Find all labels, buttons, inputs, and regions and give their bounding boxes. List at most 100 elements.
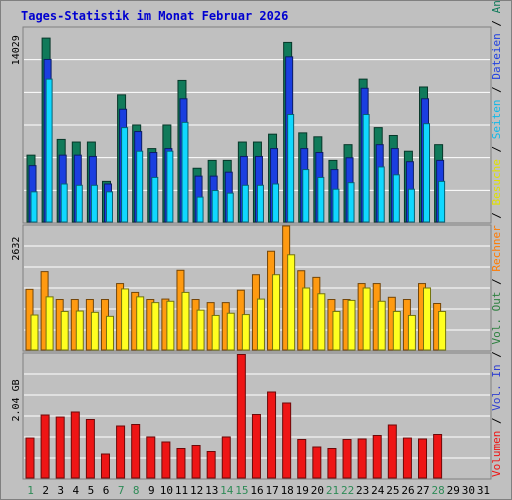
bar-volume-volumen-day-24: [372, 435, 382, 479]
bar-volume-volumen-day-11: [176, 448, 186, 479]
bar-visits-besuche-day-4: [75, 310, 84, 351]
bar-visits-besuche-day-3: [60, 310, 69, 351]
bar-visits-besuche-day-6: [105, 315, 114, 351]
x-tick-day-17: 17: [265, 484, 278, 497]
bar-volume-volumen-day-14: [221, 436, 231, 479]
bar-requests-seiten-day-23: [362, 114, 370, 223]
bar-volume-volumen-day-4: [70, 411, 80, 479]
legend-item-1: /: [490, 411, 503, 431]
bar-volume-volumen-day-8: [131, 424, 141, 479]
legend-item-0: Volumen: [490, 431, 503, 477]
bar-visits-besuche-day-26: [407, 314, 416, 351]
x-tick-day-20: 20: [311, 484, 324, 497]
x-tick-day-19: 19: [296, 484, 309, 497]
x-tick-day-16: 16: [250, 484, 263, 497]
bar-volume-volumen-day-22: [342, 439, 352, 479]
bar-volume-volumen-day-16: [251, 414, 261, 479]
bar-volume-volumen-day-9: [146, 436, 156, 479]
legend-item-3: /: [490, 345, 503, 365]
chart-title: Tages-Statistik im Monat Februar 2026: [21, 9, 289, 23]
bar-visits-besuche-day-20: [317, 293, 326, 351]
bar-volume-volumen-day-12: [191, 445, 201, 479]
x-tick-day-18: 18: [281, 484, 294, 497]
bar-visits-besuche-day-2: [45, 296, 54, 351]
bar-visits-besuche-day-14: [226, 312, 235, 351]
x-tick-day-13: 13: [205, 484, 218, 497]
x-tick-day-5: 5: [88, 484, 95, 497]
bar-volume-volumen-day-13: [206, 451, 216, 479]
x-tick-day-7: 7: [118, 484, 125, 497]
bar-visits-besuche-day-25: [392, 310, 401, 351]
x-tick-day-14: 14: [220, 484, 234, 497]
bar-requests-seiten-day-8: [136, 150, 144, 223]
bar-requests-seiten-day-6: [105, 191, 113, 223]
bar-requests-seiten-day-7: [121, 127, 129, 223]
bar-volume-volumen-day-26: [402, 437, 412, 479]
bar-requests-seiten-day-25: [392, 174, 400, 223]
bar-visits-besuche-day-10: [166, 300, 175, 351]
bar-requests-seiten-day-9: [151, 176, 159, 223]
panel-requests-ytick-label: 14029: [11, 35, 22, 65]
panel-visits-ytick-label: 2632: [11, 237, 22, 261]
x-tick-day-6: 6: [103, 484, 110, 497]
bar-requests-seiten-day-26: [407, 188, 415, 223]
panel-volume-ytick-label: 2.04 GB: [11, 379, 22, 421]
x-tick-day-24: 24: [371, 484, 385, 497]
x-tick-day-22: 22: [341, 484, 354, 497]
bar-visits-besuche-day-24: [377, 300, 386, 351]
legend: Volumen / Vol. In / Vol. Out / Rechner /…: [490, 1, 503, 477]
bar-visits-besuche-day-19: [302, 287, 311, 351]
legend-item-10: Seiten: [490, 99, 503, 139]
bar-volume-volumen-day-6: [100, 453, 110, 479]
bar-volume-volumen-day-15: [236, 354, 246, 479]
x-tick-day-15: 15: [235, 484, 248, 497]
bar-requests-seiten-day-16: [256, 184, 264, 223]
bar-requests-seiten-day-2: [45, 78, 53, 223]
x-tick-day-4: 4: [73, 484, 80, 497]
bar-visits-besuche-day-9: [151, 302, 160, 351]
bar-requests-seiten-day-3: [60, 183, 68, 223]
x-tick-day-26: 26: [401, 484, 414, 497]
x-tick-day-3: 3: [57, 484, 64, 497]
bar-requests-seiten-day-12: [196, 196, 204, 223]
x-tick-day-1: 1: [27, 484, 34, 497]
legend-item-11: /: [490, 80, 503, 100]
bar-volume-volumen-day-5: [85, 419, 95, 479]
bar-requests-seiten-day-5: [90, 184, 98, 223]
x-tick-day-28: 28: [432, 484, 445, 497]
bar-visits-besuche-day-1: [30, 314, 39, 351]
bar-volume-volumen-day-25: [387, 424, 397, 479]
x-tick-day-12: 12: [190, 484, 203, 497]
bar-visits-besuche-day-8: [136, 296, 145, 351]
bar-requests-seiten-day-18: [287, 114, 295, 223]
bar-requests-seiten-day-17: [272, 183, 280, 223]
bar-visits-besuche-day-22: [347, 299, 356, 351]
panel-requests-frame: [22, 26, 492, 224]
bar-requests-seiten-day-28: [438, 180, 446, 223]
bar-requests-seiten-day-1: [30, 191, 38, 223]
panel-volume-frame: [22, 352, 492, 480]
bar-requests-seiten-day-10: [166, 150, 174, 223]
bar-requests-seiten-day-24: [377, 166, 385, 223]
bar-volume-volumen-day-20: [312, 446, 322, 479]
bar-visits-besuche-day-15: [241, 314, 250, 351]
x-tick-day-29: 29: [447, 484, 460, 497]
bar-requests-seiten-day-20: [317, 176, 325, 223]
x-tick-day-31: 31: [477, 484, 490, 497]
bar-requests-seiten-day-11: [181, 121, 189, 223]
x-tick-day-9: 9: [148, 484, 155, 497]
x-tick-day-2: 2: [42, 484, 49, 497]
bar-requests-seiten-day-19: [302, 169, 310, 223]
legend-item-8: Besuche: [490, 159, 503, 205]
legend-item-6: Rechner: [490, 225, 503, 272]
x-tick-day-8: 8: [133, 484, 140, 497]
legend-item-7: /: [490, 205, 503, 225]
legend-item-4: Vol. Out: [490, 292, 503, 345]
bar-volume-volumen-day-1: [25, 437, 35, 479]
bar-volume-volumen-day-2: [40, 414, 50, 479]
x-tick-day-30: 30: [462, 484, 475, 497]
x-tick-day-27: 27: [416, 484, 429, 497]
bar-requests-seiten-day-13: [211, 190, 219, 223]
bar-requests-seiten-day-15: [241, 184, 249, 223]
